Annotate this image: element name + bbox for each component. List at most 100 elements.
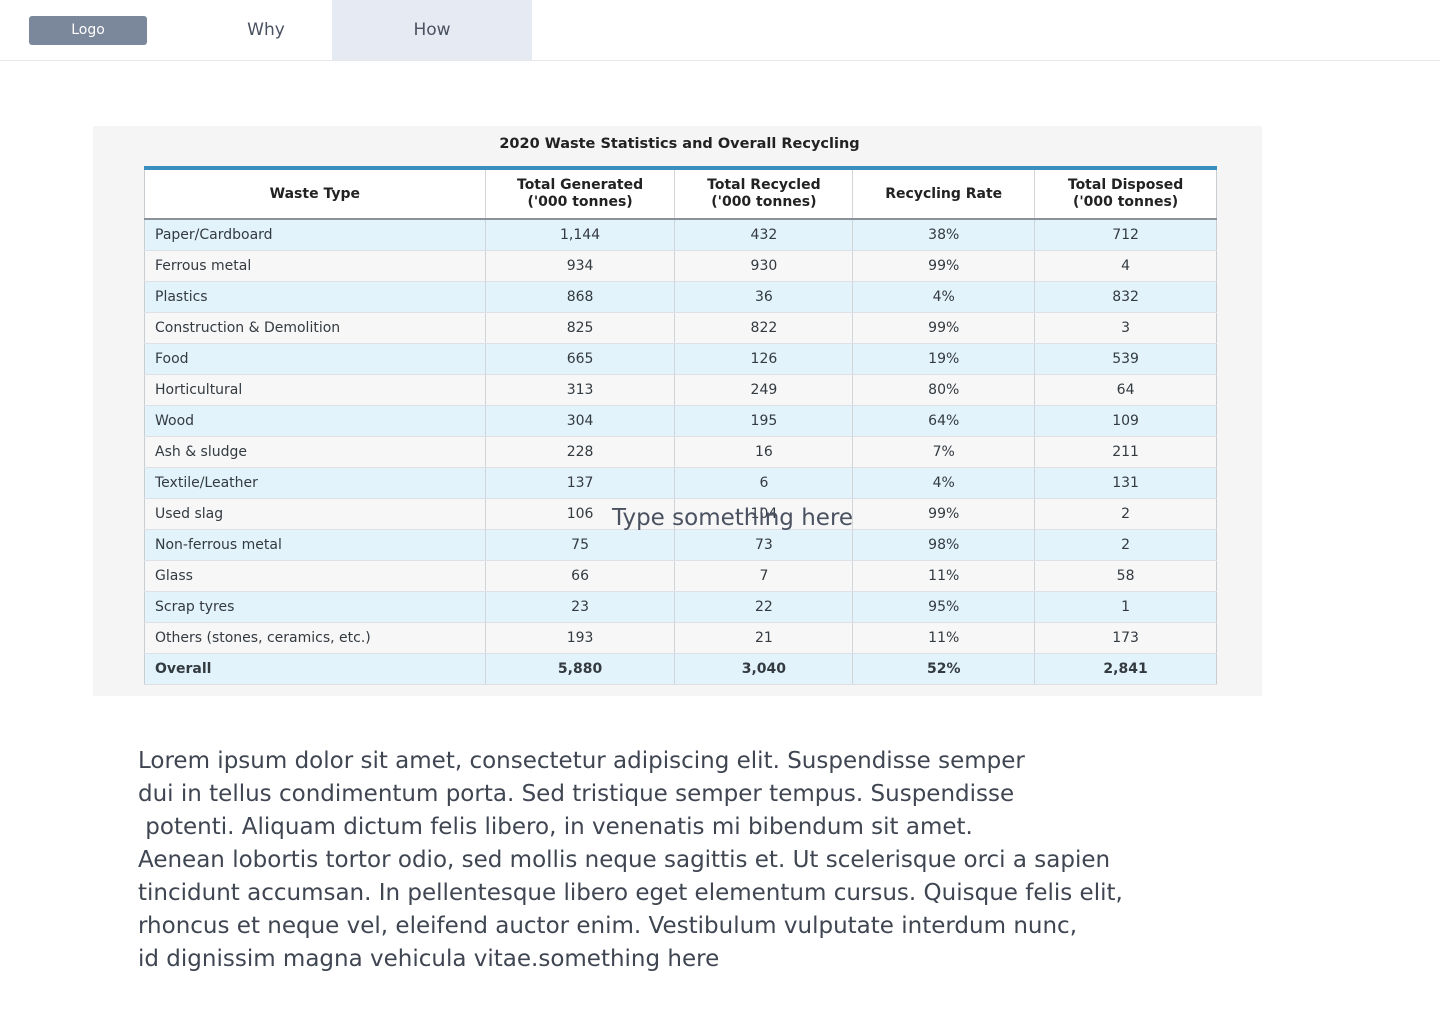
- body-text-line: dui in tellus condimentum porta. Sed tri…: [138, 781, 1015, 807]
- table-cell: 195: [674, 405, 853, 437]
- table-cell: 36: [674, 281, 853, 313]
- table-cell: Ash & sludge: [144, 436, 486, 468]
- body-text-line: tincidunt accumsan. In pellentesque libe…: [138, 880, 1123, 906]
- table-cell: Wood: [144, 405, 486, 437]
- table-cell: 99%: [852, 498, 1035, 530]
- text-input-placeholder[interactable]: Type something here: [612, 505, 854, 531]
- table-cell: 249: [674, 374, 853, 406]
- column-header: Total Disposed ('000 tonnes): [1034, 168, 1217, 220]
- nav-item-why[interactable]: Why: [247, 20, 285, 40]
- table-cell: 4: [1034, 250, 1217, 282]
- nav-item-how[interactable]: How: [332, 0, 532, 60]
- table-cell: Used slag: [144, 498, 486, 530]
- table-cell: 80%: [852, 374, 1035, 406]
- table-cell: 304: [484, 405, 675, 437]
- table-cell: 2: [1034, 498, 1217, 530]
- table-cell: 1,144: [484, 219, 675, 251]
- column-header-line: Recycling Rate: [885, 185, 1003, 202]
- table-row: Others (stones, ceramics, etc.) 193 21 11% 1…: [144, 622, 1217, 654]
- table-cell: 109: [1034, 405, 1217, 437]
- table-cell: Paper/Cardboard: [144, 219, 486, 251]
- column-header-line: Waste Type: [269, 185, 360, 202]
- table-cell: 21: [674, 622, 853, 654]
- table-cell: Ferrous metal: [144, 250, 486, 282]
- table-cell: 825: [484, 312, 675, 344]
- table-cell: 1: [1034, 591, 1217, 623]
- table-cell: 4%: [852, 467, 1035, 499]
- table-cell: 211: [1034, 436, 1217, 468]
- table-cell: 822: [674, 312, 853, 344]
- table-cell: Food: [144, 343, 486, 375]
- table-cell: 832: [1034, 281, 1217, 313]
- table-cell: 3,040: [674, 653, 853, 685]
- logo[interactable]: Logo: [29, 16, 147, 45]
- body-text-line: Aenean lobortis tortor odio, sed mollis …: [138, 847, 1111, 873]
- table-cell: Construction & Demolition: [144, 312, 486, 344]
- body-paragraph: Lorem ipsum dolor sit amet, consectetur …: [138, 745, 1123, 976]
- table-cell: 52%: [852, 653, 1035, 685]
- table-cell: 131: [1034, 467, 1217, 499]
- table-cell: 313: [484, 374, 675, 406]
- table-row: Ferrous metal 934 930 99% 4: [144, 250, 1217, 282]
- table-cell: 228: [484, 436, 675, 468]
- table-row: Used slag 106 104 99% 2: [144, 498, 1217, 530]
- column-header-line: Total Recycled: [707, 177, 821, 193]
- table-cell: 7: [674, 560, 853, 592]
- table-cell: Others (stones, ceramics, etc.): [144, 622, 486, 654]
- table-row: Horticultural 313 249 80% 64: [144, 374, 1217, 406]
- table-cell: 7%: [852, 436, 1035, 468]
- table-cell: 137: [484, 467, 675, 499]
- top-nav-bar: Logo Why How: [0, 0, 1440, 61]
- body-text-line: rhoncus et neque vel, eleifend auctor en…: [138, 913, 1078, 939]
- table-cell: 75: [484, 529, 675, 561]
- waste-statistics-figure: 2020 Waste Statistics and Overall Recycl…: [93, 126, 1262, 696]
- waste-statistics-table: Waste Type Total Generated ('000 tonnes) To…: [144, 166, 1217, 685]
- table-cell: 23: [484, 591, 675, 623]
- column-header: Recycling Rate: [852, 168, 1035, 220]
- table-row: Plastics 868 36 4% 832: [144, 281, 1217, 313]
- table-cell: 99%: [852, 250, 1035, 282]
- table-row: Glass 66 7 11% 58: [144, 560, 1217, 592]
- table-cell: 66: [484, 560, 675, 592]
- table-cell: Scrap tyres: [144, 591, 486, 623]
- table-cell: 930: [674, 250, 853, 282]
- table-row: Ash & sludge 228 16 7% 211: [144, 436, 1217, 468]
- column-header-line: Total Generated: [517, 177, 644, 193]
- table-cell: Horticultural: [144, 374, 486, 406]
- table-row: Textile/Leather 137 6 4% 131: [144, 467, 1217, 499]
- table-cell: 2: [1034, 529, 1217, 561]
- table-row: Construction & Demolition 825 822 99% 3: [144, 312, 1217, 344]
- table-cell: 934: [484, 250, 675, 282]
- table-cell: Non-ferrous metal: [144, 529, 486, 561]
- table-cell: 173: [1034, 622, 1217, 654]
- table-cell: 99%: [852, 312, 1035, 344]
- table-cell: 6: [674, 467, 853, 499]
- table-cell: 4%: [852, 281, 1035, 313]
- table-cell: 712: [1034, 219, 1217, 251]
- table-cell: 3: [1034, 312, 1217, 344]
- column-header: Total Generated ('000 tonnes): [484, 168, 675, 220]
- table-cell: Textile/Leather: [144, 467, 486, 499]
- table-cell: 95%: [852, 591, 1035, 623]
- table-cell: 73: [674, 529, 853, 561]
- table-row: Wood 304 195 64% 109: [144, 405, 1217, 437]
- table-cell: Plastics: [144, 281, 486, 313]
- table-row: Scrap tyres 23 22 95% 1: [144, 591, 1217, 623]
- table-cell: 22: [674, 591, 853, 623]
- table-row: Overall 5,880 3,040 52% 2,841: [144, 653, 1217, 685]
- table-cell: 64: [1034, 374, 1217, 406]
- table-cell: 64%: [852, 405, 1035, 437]
- table-row: Paper/Cardboard 1,144 432 38% 712: [144, 219, 1217, 251]
- table-cell: 126: [674, 343, 853, 375]
- table-row: Food 665 126 19% 539: [144, 343, 1217, 375]
- table-cell: 868: [484, 281, 675, 313]
- body-text-line: Lorem ipsum dolor sit amet, consectetur …: [138, 748, 1025, 774]
- column-header-line: ('000 tonnes): [527, 194, 633, 210]
- table-cell: 5,880: [484, 653, 675, 685]
- column-header-line: Total Disposed: [1067, 177, 1184, 193]
- table-cell: 11%: [852, 622, 1035, 654]
- column-header: Total Recycled ('000 tonnes): [674, 168, 853, 220]
- figure-title: 2020 Waste Statistics and Overall Recycl…: [499, 136, 860, 152]
- table-row: Non-ferrous metal 75 73 98% 2: [144, 529, 1217, 561]
- column-header-line: ('000 tonnes): [1072, 194, 1179, 210]
